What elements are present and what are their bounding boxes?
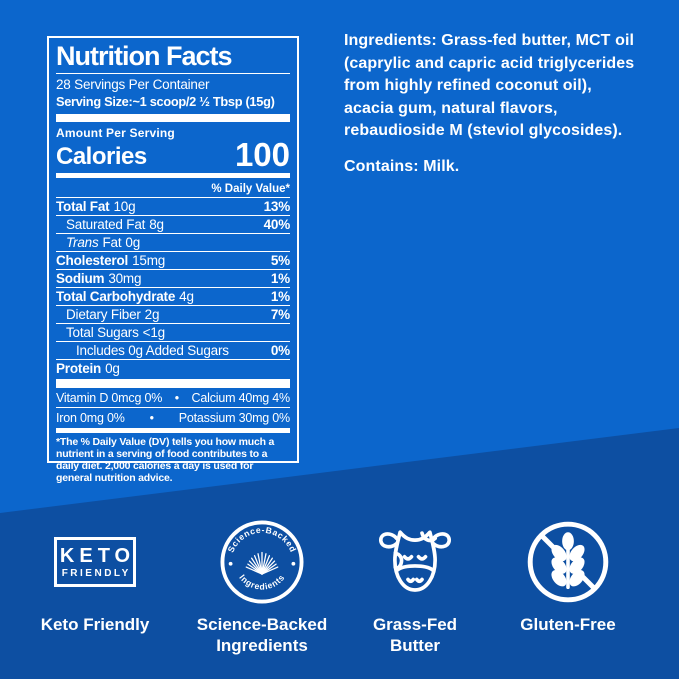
contains-text: Contains: Milk. bbox=[344, 157, 460, 175]
calories-label: Calories bbox=[56, 143, 147, 171]
nutrient-row-cholesterol: Cholesterol 15mg 5% bbox=[56, 251, 290, 269]
starburst-icon bbox=[245, 551, 279, 575]
ingredients-block: Ingredients: Grass-fed butter, MCT oil (… bbox=[344, 30, 679, 178]
nutrient-dv: 13% bbox=[263, 199, 291, 215]
svg-text:Ingredients: Ingredients bbox=[237, 572, 286, 591]
nutrient-dv: 1% bbox=[270, 271, 290, 287]
nutrient-amount: 30mg bbox=[108, 271, 142, 287]
nutrient-name: Dietary Fiber bbox=[66, 307, 141, 323]
nutrient-row-total-fat: Total Fat 10g 13% bbox=[56, 197, 290, 215]
nutrient-row-added-sugars: Includes 0g Added Sugars 0% bbox=[56, 341, 290, 359]
amount-per-serving: Amount Per Serving bbox=[56, 126, 175, 140]
nutrient-name: Cholesterol bbox=[56, 253, 129, 269]
daily-value-header: % Daily Value* bbox=[211, 183, 290, 196]
nutrient-dv: 1% bbox=[270, 289, 290, 305]
divider bbox=[56, 73, 290, 74]
micronutrient-row-2: Iron 0mg 0% • Potassium 30mg 0% bbox=[56, 407, 290, 427]
nutrient-name: Total Carbohydrate bbox=[56, 289, 176, 305]
badge-science-backed: Science-Backed Ingredients bbox=[192, 518, 332, 656]
badge-gluten-free: Gluten-Free bbox=[498, 518, 638, 635]
nutrient-row-dietary-fiber: Dietary Fiber 2g 7% bbox=[56, 305, 290, 323]
badge-label: Gluten-Free bbox=[520, 615, 616, 634]
thick-divider bbox=[56, 114, 290, 122]
bullet-separator: • bbox=[174, 390, 179, 405]
nutrient-row-protein: Protein 0g bbox=[56, 359, 290, 377]
medium-divider bbox=[56, 173, 290, 179]
nutrient-name: Total Fat bbox=[56, 199, 110, 215]
nutrient-amount: 10g bbox=[113, 199, 136, 215]
nutrient-name: Saturated Fat bbox=[66, 217, 146, 233]
nutrient-name-italic: Trans bbox=[66, 235, 99, 251]
micronutrient-left: Iron 0mg 0% bbox=[56, 410, 125, 425]
badge-grass-fed-butter: Grass-Fed Butter bbox=[345, 518, 485, 656]
bullet-separator: • bbox=[149, 410, 154, 425]
keto-box-line2: FRIENDLY bbox=[61, 567, 131, 579]
badge-label: Grass-Fed Butter bbox=[372, 615, 458, 655]
badge-keto-friendly: KETO FRIENDLY Keto Friendly bbox=[25, 518, 165, 635]
nutrient-dv: 40% bbox=[263, 217, 291, 233]
science-backed-stamp-icon: Science-Backed Ingredients bbox=[220, 520, 304, 604]
nutrient-amount: 2g bbox=[144, 307, 160, 323]
gluten-free-icon bbox=[527, 521, 609, 603]
micronutrient-right: Calcium 40mg 4% bbox=[191, 390, 291, 405]
thick-divider bbox=[56, 379, 290, 389]
svg-text:Science-Backed: Science-Backed bbox=[226, 525, 299, 554]
calories-row: Calories 100 bbox=[56, 136, 290, 173]
medium-divider bbox=[56, 428, 290, 434]
micronutrient-row-1: Vitamin D 0mcg 0% • Calcium 40mg 4% bbox=[56, 388, 290, 407]
stamp-top-text: Science-Backed bbox=[226, 525, 298, 554]
nutrient-amount: 8g bbox=[149, 217, 164, 233]
nutrient-dv: 0% bbox=[270, 343, 290, 359]
daily-value-footnote: *The % Daily Value (DV) tells you how mu… bbox=[56, 436, 275, 484]
nutrient-name: Protein bbox=[56, 361, 102, 377]
nutrient-row-saturated-fat: Saturated Fat 8g 40% bbox=[56, 215, 290, 233]
nutrient-name: Fat bbox=[102, 235, 122, 251]
ingredients-text: Ingredients: Grass-fed butter, MCT oil (… bbox=[344, 32, 635, 139]
nutrition-facts-title: Nutrition Facts bbox=[56, 41, 233, 71]
keto-box-icon: KETO FRIENDLY bbox=[54, 537, 136, 587]
nutrient-amount: 4g bbox=[179, 289, 194, 305]
wheat-icon bbox=[551, 532, 585, 589]
stamp-bottom-text: Ingredients bbox=[237, 572, 286, 591]
nutrient-amount: 0g bbox=[125, 235, 141, 251]
nutrient-row-total-sugars: Total Sugars <1g bbox=[56, 323, 290, 341]
nutrient-name: Total Sugars bbox=[66, 325, 139, 341]
nutrient-amount: <1g bbox=[142, 325, 166, 341]
badge-label: Science-Backed Ingredients bbox=[196, 615, 328, 655]
serving-size: Serving Size:~1 scoop/2 ½ Tbsp (15g) bbox=[56, 94, 275, 109]
nutrient-row-total-carbohydrate: Total Carbohydrate 4g 1% bbox=[56, 287, 290, 305]
micronutrient-left: Vitamin D 0mcg 0% bbox=[56, 390, 163, 405]
nutrient-amount: 0g bbox=[105, 361, 120, 377]
keto-friendly-badge-icon: KETO FRIENDLY bbox=[25, 518, 165, 606]
keto-box-line1: KETO bbox=[59, 544, 136, 567]
nutrient-dv: 5% bbox=[270, 253, 290, 269]
nutrient-row-trans-fat: Trans Fat 0g bbox=[56, 233, 290, 251]
micronutrient-right: Potassium 30mg 0% bbox=[178, 410, 290, 425]
nutrient-dv: 7% bbox=[270, 307, 290, 323]
nutrient-name: Sodium bbox=[56, 271, 105, 287]
nutrient-amount: 15mg bbox=[132, 253, 166, 269]
badge-label: Keto Friendly bbox=[40, 615, 150, 634]
cow-icon bbox=[379, 530, 451, 592]
servings-per-container: 28 Servings Per Container bbox=[56, 77, 210, 92]
nutrition-facts-label: Nutrition Facts 28 Servings Per Containe… bbox=[47, 36, 299, 484]
nutrient-row-sodium: Sodium 30mg 1% bbox=[56, 269, 290, 287]
nutrient-name: Includes 0g Added Sugars bbox=[76, 343, 229, 359]
calories-value: 100 bbox=[234, 136, 290, 173]
